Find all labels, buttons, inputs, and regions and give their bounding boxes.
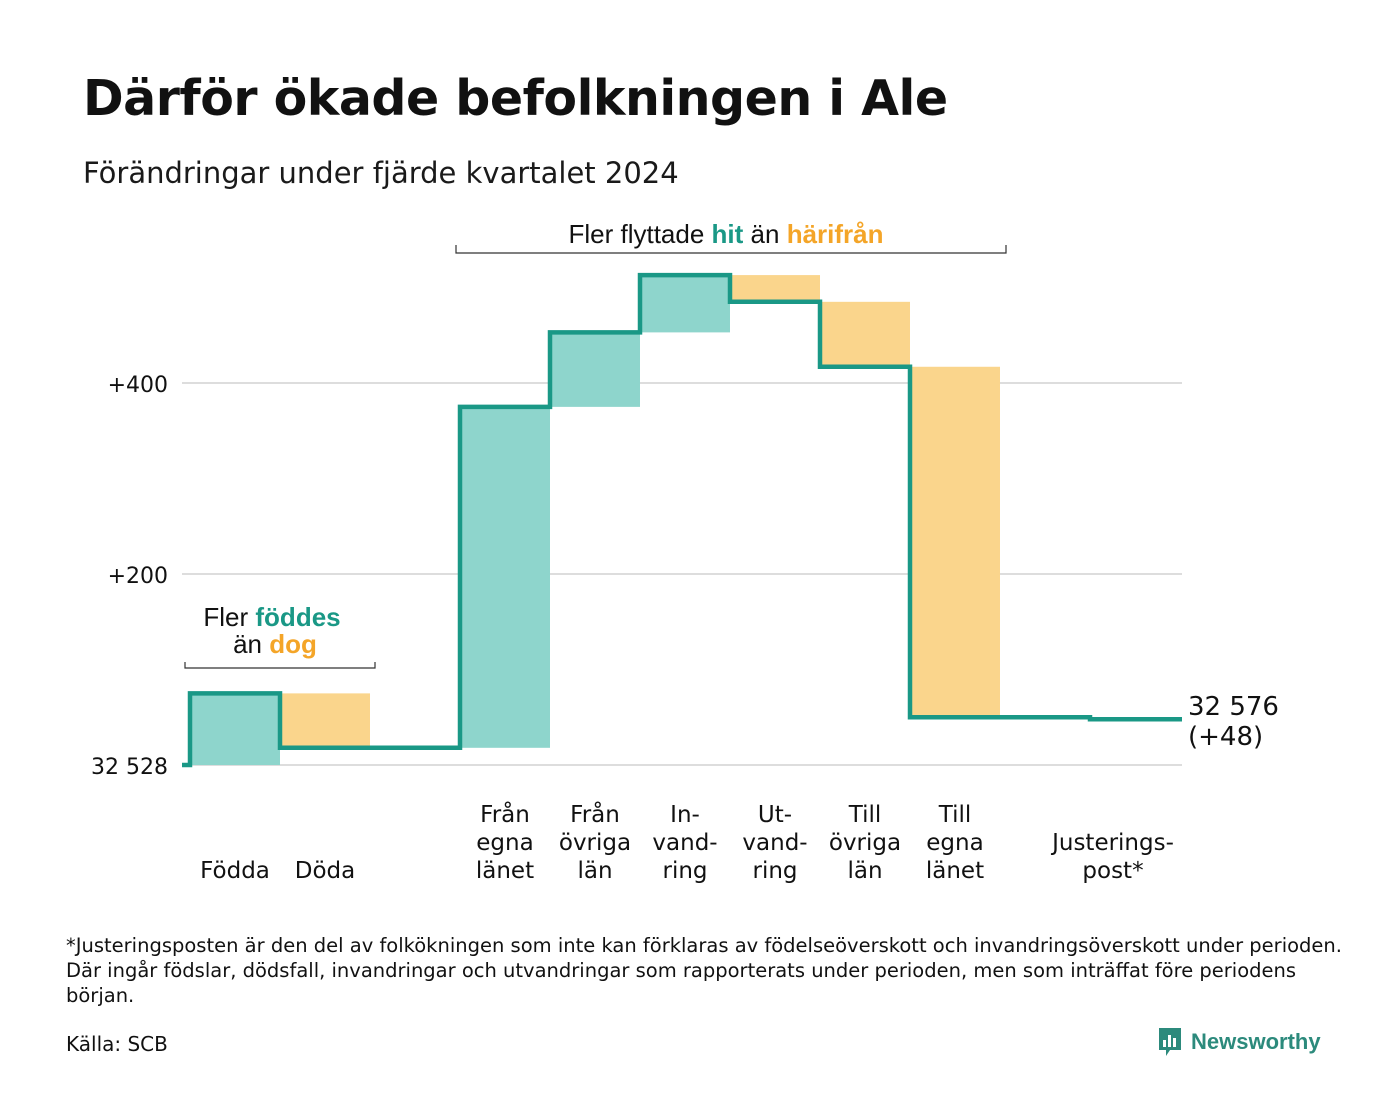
source-note: Källa: SCB <box>66 1032 168 1056</box>
x-tick-label: Ut- <box>758 802 792 828</box>
grid-lines <box>182 382 1182 766</box>
x-tick-label: ring <box>752 858 797 884</box>
newsworthy-logo-icon <box>1159 1028 1181 1056</box>
bar-från-egna-länet <box>460 406 550 748</box>
svg-text:än dog: än dog <box>233 629 317 659</box>
migration-annotation-pre: Fler flyttade <box>568 219 704 249</box>
x-tick-label: post* <box>1082 858 1143 884</box>
births-annotation: Fler föddes än dog <box>184 602 376 669</box>
end-label-value: 32 576 <box>1188 692 1279 722</box>
x-tick-label: ring <box>662 858 707 884</box>
y-tick-label: +200 <box>108 564 168 589</box>
births-annotation-pre: Fler <box>203 602 248 632</box>
bar-födda <box>190 693 280 765</box>
svg-text:Fler föddes: Fler föddes <box>203 602 340 632</box>
waterfall-chart: 32 528+200+400 Födda DödaFrånegnalänetFrå… <box>91 219 1279 884</box>
end-label-change: (+48) <box>1188 722 1263 752</box>
x-tick-label: Från <box>480 800 530 828</box>
end-label: 32 576 (+48) <box>1188 692 1279 752</box>
x-tick-label: Födda <box>200 858 270 884</box>
brand-name: Newsworthy <box>1191 1029 1321 1054</box>
births-annotation-accent2: dog <box>269 629 317 659</box>
cumulative-step-line <box>182 272 1182 768</box>
svg-text:Fler flyttade hit: Fler flyttade hit än härifrån <box>568 219 883 249</box>
x-tick-label: Från <box>570 800 620 828</box>
x-axis-labels: Födda DödaFrånegnalänetFrånövrigalänIn-va… <box>200 800 1174 884</box>
x-tick-label: övriga <box>559 830 631 856</box>
births-bracket <box>184 662 376 669</box>
bar-till-övriga-län <box>820 301 910 367</box>
bar-ut--vand--ring <box>730 275 820 302</box>
births-annotation-accent: föddes <box>255 602 340 632</box>
x-tick-label: Till <box>938 802 972 828</box>
x-tick-label: länet <box>476 858 534 884</box>
y-tick-label: 32 528 <box>91 755 168 780</box>
x-tick-label: egna <box>476 830 533 856</box>
bar-in--vand--ring <box>640 275 730 333</box>
x-tick-label: In- <box>670 802 700 828</box>
migration-annotation-accent2: härifrån <box>787 219 884 249</box>
migration-annotation-mid: än <box>751 219 780 249</box>
x-tick-label: övriga <box>829 830 901 856</box>
bars <box>190 275 1180 765</box>
x-tick-label: länet <box>926 858 984 884</box>
x-tick-label: Justerings- <box>1050 830 1174 856</box>
migration-annotation-accent: hit <box>712 219 744 249</box>
chart-title: Därför ökade befolkningen i Ale <box>83 70 948 127</box>
x-tick-label: Till <box>848 802 882 828</box>
cumulative-line <box>182 272 1182 768</box>
migration-bracket <box>455 245 1007 254</box>
births-annotation-mid: än <box>233 629 262 659</box>
x-tick-label: vand- <box>652 830 717 856</box>
x-tick-label: egna <box>926 830 983 856</box>
x-tick-label: vand- <box>742 830 807 856</box>
newsworthy-brand: Newsworthy <box>1157 1026 1321 1058</box>
x-tick-label: Döda <box>295 858 355 884</box>
bar-från-övriga-län <box>550 332 640 407</box>
x-tick-label: län <box>847 858 882 884</box>
chart-subtitle: Förändringar under fjärde kvartalet 2024 <box>83 156 679 190</box>
bar-döda <box>280 693 370 748</box>
bar-till-egna-länet <box>910 366 1000 718</box>
footnote: *Justeringsposten är den del av folkökni… <box>66 934 1342 1007</box>
y-tick-label: +400 <box>108 373 168 398</box>
y-axis-ticks: 32 528 +200 +400 <box>91 373 168 780</box>
x-tick-label: län <box>577 858 612 884</box>
migration-annotation: Fler flyttade hit än härifrån <box>455 219 1007 254</box>
